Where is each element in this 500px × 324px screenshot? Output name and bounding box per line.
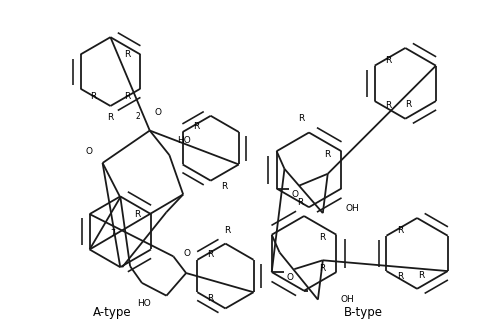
- Text: R: R: [224, 226, 230, 235]
- Text: R: R: [207, 250, 213, 260]
- Text: R: R: [90, 92, 96, 101]
- Text: HO: HO: [178, 136, 191, 145]
- Text: R: R: [397, 226, 404, 235]
- Text: O: O: [184, 249, 190, 258]
- Text: HO: HO: [137, 299, 150, 308]
- Text: O: O: [292, 190, 299, 199]
- Text: O: O: [287, 273, 294, 283]
- Text: R: R: [386, 56, 392, 65]
- Text: R: R: [298, 114, 304, 123]
- Text: A-type: A-type: [93, 306, 132, 319]
- Text: R: R: [320, 233, 326, 242]
- Text: OH: OH: [346, 204, 359, 213]
- Text: 7: 7: [110, 229, 115, 238]
- Text: R: R: [124, 92, 130, 101]
- Text: R: R: [207, 294, 213, 303]
- Text: R: R: [108, 113, 114, 122]
- Text: R: R: [324, 150, 330, 159]
- Text: 2: 2: [136, 112, 140, 121]
- Text: OH: OH: [340, 295, 354, 304]
- Text: R: R: [297, 198, 304, 207]
- Text: R: R: [134, 210, 140, 219]
- Text: O: O: [154, 108, 161, 117]
- Text: R: R: [386, 101, 392, 110]
- Text: R: R: [418, 271, 424, 280]
- Text: B-type: B-type: [344, 306, 382, 319]
- Text: R: R: [405, 99, 411, 109]
- Text: R: R: [222, 182, 228, 191]
- Text: O: O: [86, 147, 92, 156]
- Text: R: R: [397, 272, 404, 281]
- Text: R: R: [320, 264, 326, 273]
- Text: R: R: [193, 122, 200, 131]
- Text: R: R: [124, 50, 130, 59]
